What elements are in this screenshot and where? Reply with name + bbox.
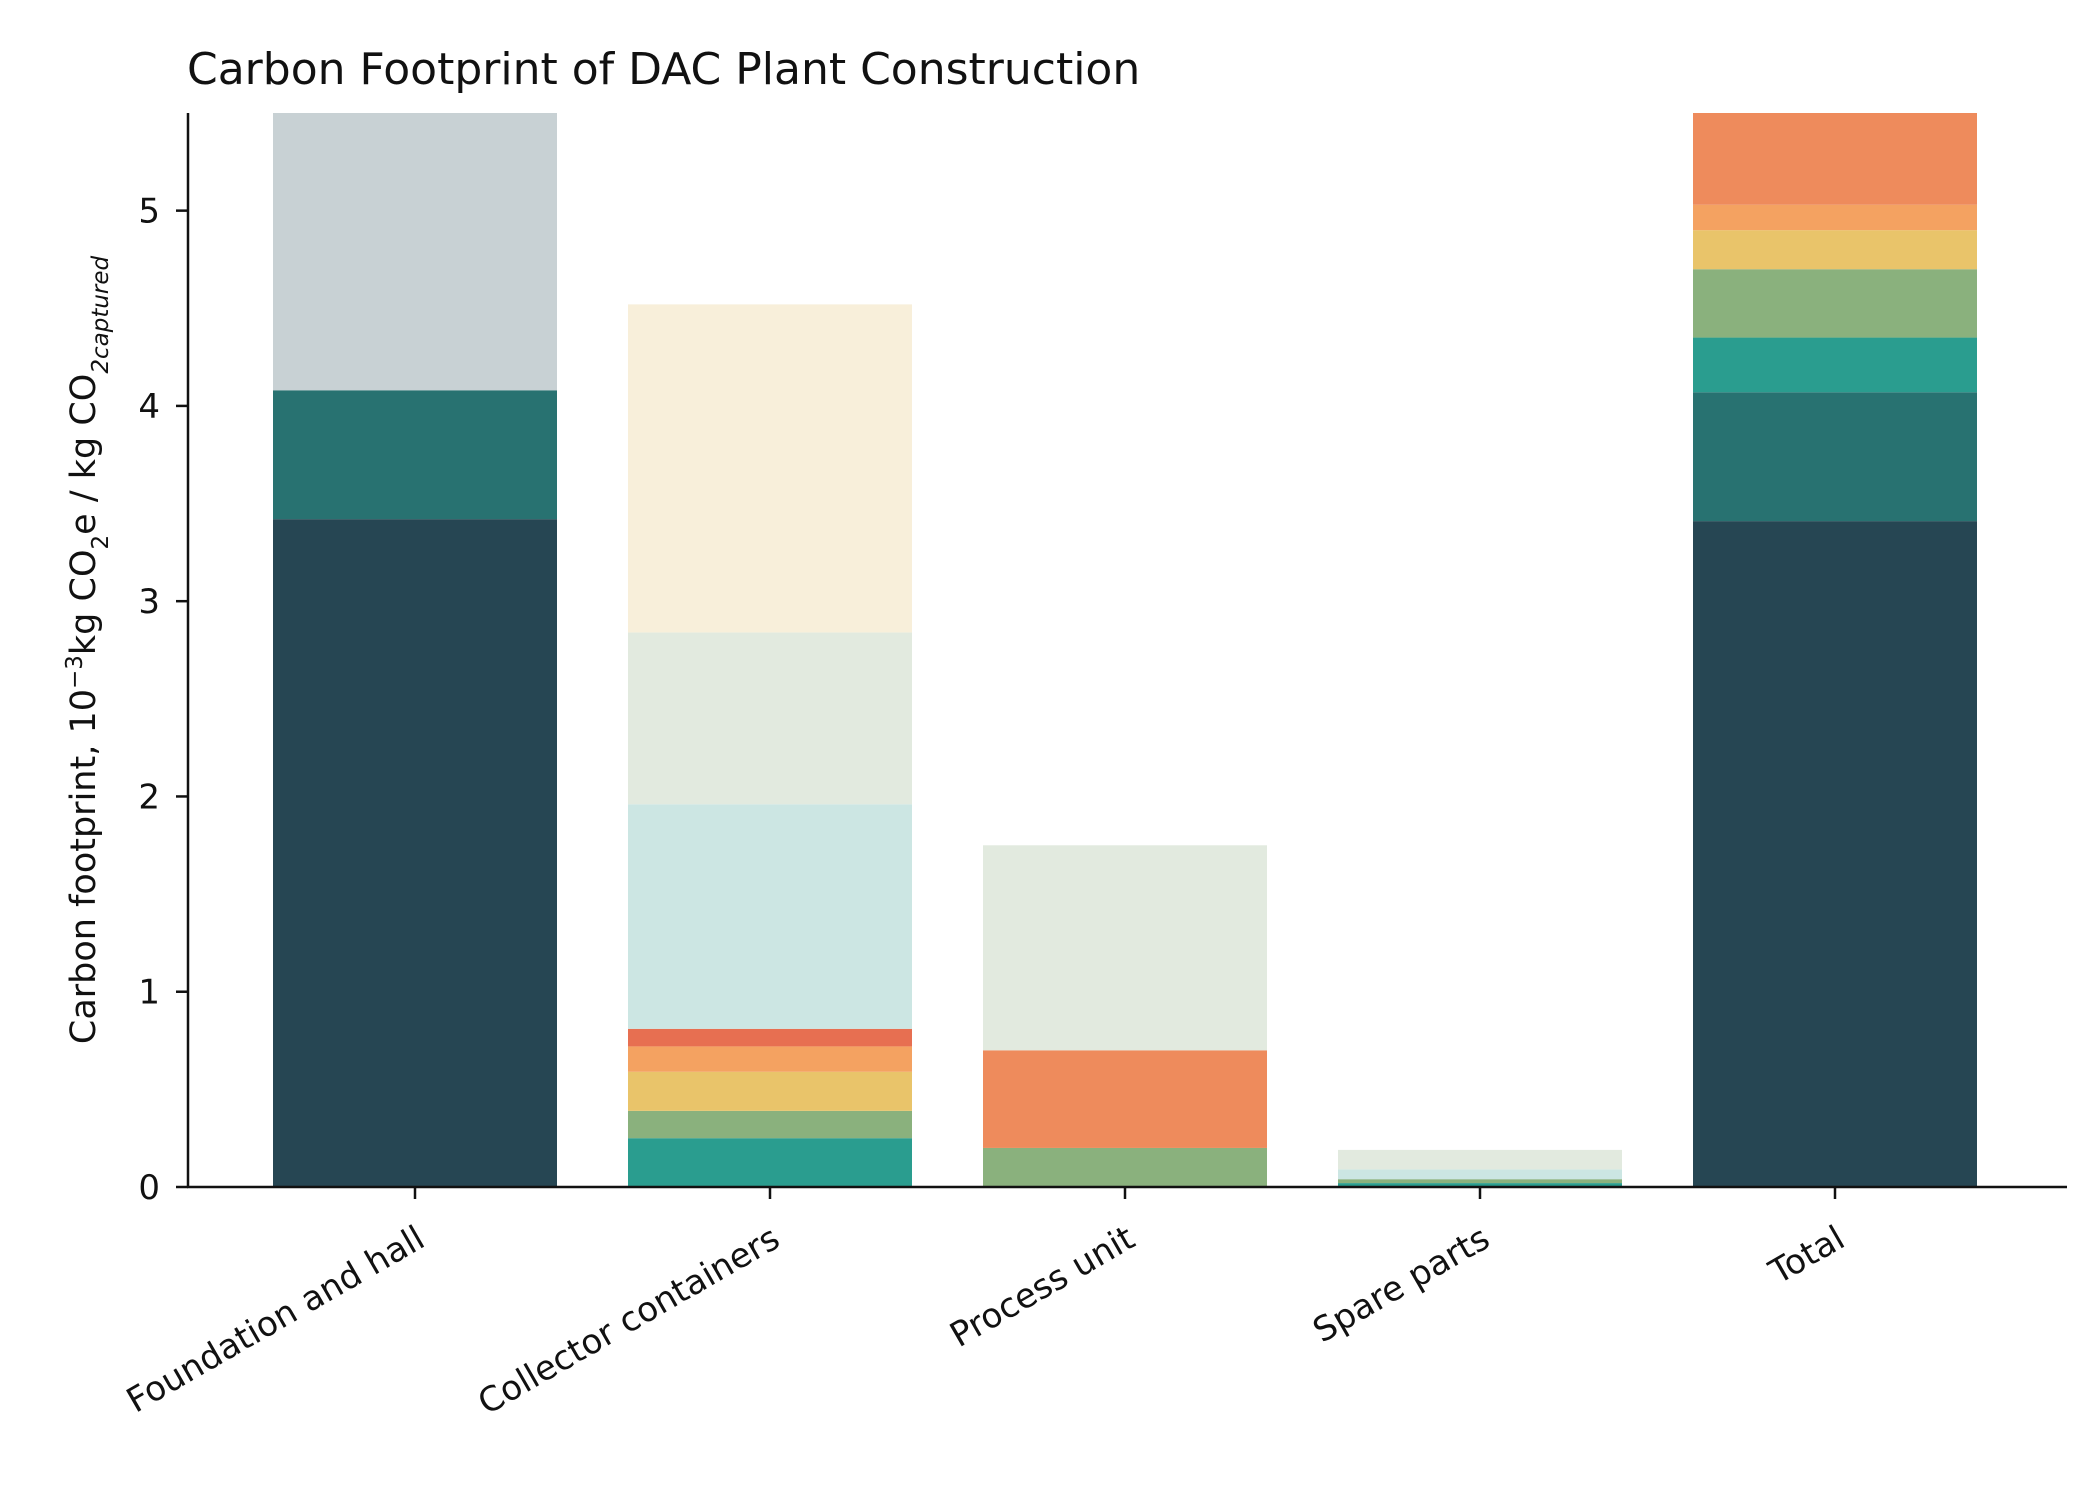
bar-segment-1-1	[628, 1110, 912, 1139]
bar-segment-1-4	[628, 1028, 912, 1047]
y-tick-label-1: 1	[138, 973, 160, 1013]
y-axis-label: Carbon footprint, 10−3kg CO2e / kg CO2ca…	[62, 255, 114, 1044]
x-tick-label-1: Collector containers	[471, 1218, 786, 1423]
bar-segment-1-2	[628, 1071, 912, 1111]
x-tick-label-3: Spare parts	[1306, 1218, 1496, 1351]
y-tick-label-5: 5	[138, 192, 160, 232]
x-ticks-group: Foundation and hall Collector containers P…	[120, 1187, 1852, 1423]
x-tick-label-2: Process unit	[943, 1218, 1141, 1355]
y-tick-label-2: 2	[138, 777, 160, 817]
bar-segment-4-1	[1693, 392, 1977, 522]
bar-segment-1-3	[628, 1046, 912, 1072]
bar-segment-0-2	[273, 113, 557, 391]
bar-segment-2-2	[983, 845, 1267, 1051]
chart-title: Carbon Footprint of DAC Plant Constructi…	[187, 44, 1140, 95]
bar-segment-4-2	[1693, 337, 1977, 393]
y-tick-label-3: 3	[138, 582, 160, 622]
bar-segment-4-4	[1693, 230, 1977, 270]
bar-segment-2-0	[983, 1147, 1267, 1187]
bar-segment-0-1	[273, 390, 557, 520]
bar-segment-3-1	[1338, 1179, 1622, 1184]
y-ticks-group: 0 1 2 3 4 5	[138, 192, 188, 1208]
bar-segment-1-6	[628, 632, 912, 805]
bar-segment-4-5	[1693, 204, 1977, 231]
bar-segment-2-1	[983, 1050, 1267, 1148]
bar-segment-4-3	[1693, 269, 1977, 338]
y-tick-label-4: 4	[138, 387, 160, 427]
bar-segment-4-6	[1693, 113, 1977, 205]
bar-segment-1-5	[628, 804, 912, 1029]
bar-segment-3-0	[1338, 1183, 1622, 1187]
bar-segment-0-0	[273, 519, 557, 1187]
bar-segment-1-0	[628, 1138, 912, 1187]
bars-group	[273, 113, 1977, 1187]
bar-segment-4-0	[1693, 521, 1977, 1187]
x-tick-label-4: Total	[1762, 1218, 1852, 1293]
bar-segment-3-3	[1338, 1149, 1622, 1170]
bar-segment-3-2	[1338, 1169, 1622, 1180]
y-tick-label-0: 0	[138, 1168, 160, 1208]
x-tick-label-0: Foundation and hall	[120, 1218, 432, 1421]
bar-segment-1-7	[628, 304, 912, 633]
